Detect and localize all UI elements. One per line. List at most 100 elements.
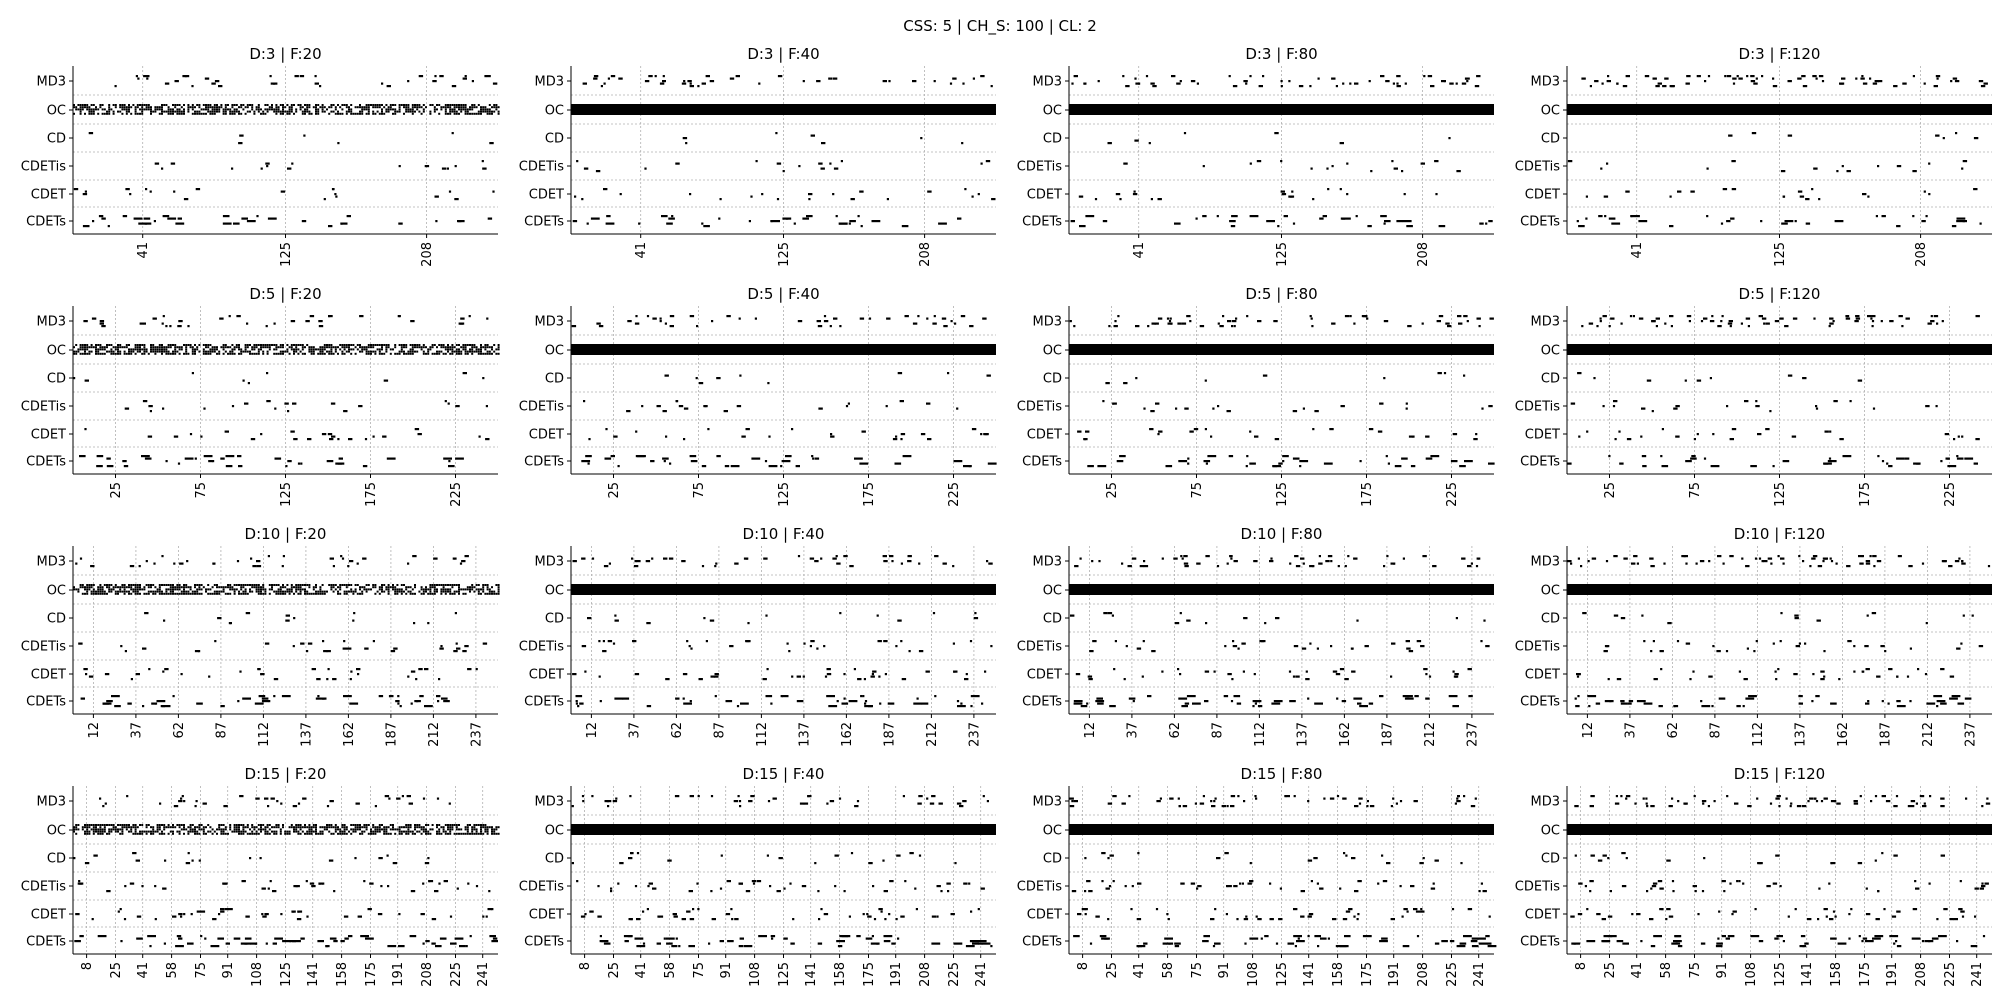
event-mark — [1691, 455, 1696, 458]
y-tick-label: CDET — [31, 908, 66, 923]
event-mark — [236, 560, 240, 563]
event-mark — [187, 108, 190, 111]
event-mark — [1168, 320, 1172, 323]
event-mark — [99, 322, 104, 325]
event-mark — [497, 348, 500, 351]
event-mark — [884, 673, 887, 676]
event-mark — [1853, 645, 1856, 648]
event-mark — [348, 590, 350, 593]
y-tick-label: MD3 — [535, 315, 565, 330]
event-mark — [1841, 165, 1844, 168]
event-mark — [1757, 433, 1762, 436]
event-mark — [444, 110, 447, 113]
event-mark — [593, 77, 598, 80]
event-mark — [306, 592, 309, 595]
event-mark — [1405, 402, 1408, 405]
event-mark — [495, 826, 498, 829]
event-mark — [1255, 700, 1261, 703]
event-mark — [714, 565, 717, 568]
event-mark — [123, 106, 126, 109]
event-mark — [227, 586, 229, 589]
event-mark — [319, 832, 322, 835]
event-mark — [703, 225, 710, 228]
event-mark — [1677, 190, 1682, 193]
event-mark — [473, 828, 476, 831]
event-mark — [1811, 700, 1814, 703]
y-tick-label: MD3 — [37, 315, 67, 330]
event-mark — [652, 317, 657, 320]
event-mark — [163, 348, 166, 351]
y-tick-label: OC — [1541, 344, 1560, 359]
event-mark — [495, 828, 498, 831]
event-mark — [154, 348, 157, 351]
event-mark — [130, 112, 133, 115]
event-mark — [108, 350, 111, 353]
event-mark — [1567, 160, 1573, 163]
event-mark — [648, 75, 653, 78]
event-mark — [356, 828, 359, 831]
event-mark — [211, 110, 214, 113]
event-mark — [1692, 670, 1695, 673]
event-mark — [896, 854, 901, 857]
event-mark — [750, 795, 755, 798]
event-mark — [697, 795, 700, 798]
event-mark — [446, 167, 449, 170]
event-mark — [1925, 215, 1928, 218]
y-tick-label: CDET — [529, 668, 564, 683]
event-mark — [1596, 325, 1599, 328]
subplot-title: D:10 | F:80 — [1241, 525, 1323, 543]
event-mark — [835, 215, 838, 218]
event-mark — [299, 586, 302, 589]
event-mark — [711, 320, 714, 323]
event-mark — [1832, 320, 1835, 323]
event-mark — [251, 352, 254, 355]
event-mark — [145, 108, 148, 111]
event-mark — [1861, 75, 1864, 78]
event-mark — [99, 824, 102, 826]
event-mark — [729, 77, 735, 80]
event-mark — [823, 645, 826, 648]
x-tick-label: 62 — [670, 722, 685, 739]
event-mark — [345, 110, 348, 113]
event-mark — [97, 344, 100, 346]
event-mark — [1205, 622, 1208, 625]
event-mark — [235, 588, 238, 591]
event-mark — [277, 108, 280, 111]
event-mark — [1461, 557, 1466, 560]
event-mark — [284, 830, 287, 833]
event-mark — [196, 702, 203, 705]
event-mark — [161, 555, 164, 558]
event-mark — [279, 112, 282, 115]
event-mark — [1606, 80, 1611, 83]
event-mark — [1828, 457, 1832, 460]
event-mark — [249, 584, 251, 586]
event-mark — [981, 702, 984, 705]
event-mark — [1339, 142, 1344, 145]
event-mark — [363, 826, 366, 829]
event-mark — [1765, 322, 1770, 325]
event-mark — [458, 588, 460, 591]
event-mark — [486, 346, 489, 349]
event-mark — [172, 826, 174, 829]
event-mark — [77, 588, 80, 591]
event-mark — [701, 82, 706, 85]
event-mark — [1349, 82, 1352, 85]
event-mark — [242, 104, 245, 106]
event-mark — [1390, 562, 1395, 565]
event-mark — [1459, 465, 1466, 468]
event-mark — [162, 315, 165, 318]
event-mark — [413, 622, 416, 625]
event-mark — [299, 75, 305, 78]
event-mark — [1897, 555, 1900, 558]
event-mark — [1134, 139, 1139, 142]
event-mark — [295, 824, 298, 826]
event-mark — [337, 828, 339, 831]
event-mark — [396, 797, 401, 800]
event-mark — [84, 862, 90, 865]
event-mark — [1921, 562, 1925, 565]
event-mark — [387, 588, 390, 591]
event-mark — [80, 697, 85, 700]
event-mark — [832, 193, 835, 196]
event-mark — [134, 106, 137, 109]
event-mark — [933, 80, 936, 83]
